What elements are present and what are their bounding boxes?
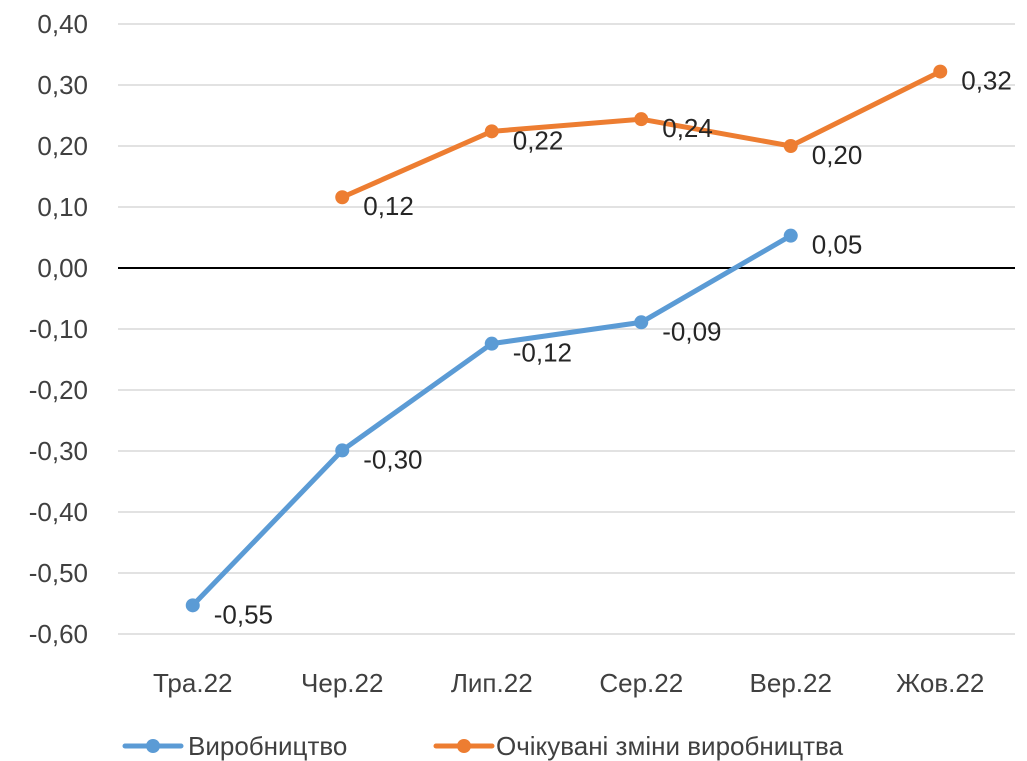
data-point <box>933 64 948 79</box>
data-label: 0,32 <box>961 66 1012 96</box>
data-label: -0,30 <box>363 444 422 474</box>
y-tick-label: 0,40 <box>37 9 88 39</box>
legend-label: Виробництво <box>188 731 347 761</box>
data-point <box>335 443 350 458</box>
x-tick-label: Тра.22 <box>153 668 233 698</box>
data-point <box>634 112 649 127</box>
series-line <box>190 233 794 608</box>
data-point <box>185 598 200 613</box>
y-tick-label: 0,00 <box>37 253 88 283</box>
y-tick-label: -0,30 <box>29 436 88 466</box>
data-label: 0,05 <box>812 230 863 260</box>
data-label: -0,12 <box>513 338 572 368</box>
data-point <box>783 139 798 153</box>
data-label: 0,22 <box>513 125 564 155</box>
x-tick-label: Чер.22 <box>301 668 383 698</box>
x-tick-label: Вер.22 <box>750 668 832 698</box>
data-point <box>335 190 350 205</box>
x-tick-label: Лип.22 <box>451 668 533 698</box>
data-point <box>484 124 499 139</box>
y-tick-label: -0,10 <box>29 314 88 344</box>
data-label: 0,24 <box>662 113 713 143</box>
legend-item: Виробництво <box>122 731 347 761</box>
data-label: -0,55 <box>214 599 273 629</box>
y-tick-label: -0,50 <box>29 558 88 588</box>
data-point <box>783 228 798 243</box>
series-layer <box>185 64 948 613</box>
data-label: 0,12 <box>363 191 414 221</box>
x-tick-label: Жов.22 <box>896 668 984 698</box>
legend: Виробництво Очікувані зміни виробництва <box>122 731 844 761</box>
axes: 0,40 0,30 0,20 0,10 0,00 -0,10 -0,20 -0,30 -0,40… <box>29 9 1015 698</box>
y-tick-label: -0,40 <box>29 497 88 527</box>
data-point <box>484 336 499 351</box>
y-tick-label: 0,20 <box>37 131 88 161</box>
series-0 <box>185 228 798 613</box>
series-1 <box>335 64 948 205</box>
y-tick-label: 0,30 <box>37 70 88 100</box>
data-label: 0,20 <box>812 140 863 170</box>
y-tick-label: 0,10 <box>37 192 88 222</box>
series-line <box>339 69 943 200</box>
legend-label: Очікувані зміни виробництва <box>496 731 844 761</box>
gridlines <box>118 23 1015 635</box>
legend-item: Очікувані зміни виробництва <box>433 731 844 761</box>
x-tick-label: Сер.22 <box>599 668 683 698</box>
data-label: -0,09 <box>662 316 721 346</box>
legend-marker <box>146 739 160 753</box>
data-point <box>634 315 649 330</box>
legend-marker <box>457 739 471 753</box>
y-tick-label: -0,20 <box>29 375 88 405</box>
data-labels: -0,55 -0,30 -0,12 -0,09 0,05 0,12 0,22 0,24 0,20… <box>214 66 1012 630</box>
y-tick-label: -0,60 <box>29 619 88 649</box>
